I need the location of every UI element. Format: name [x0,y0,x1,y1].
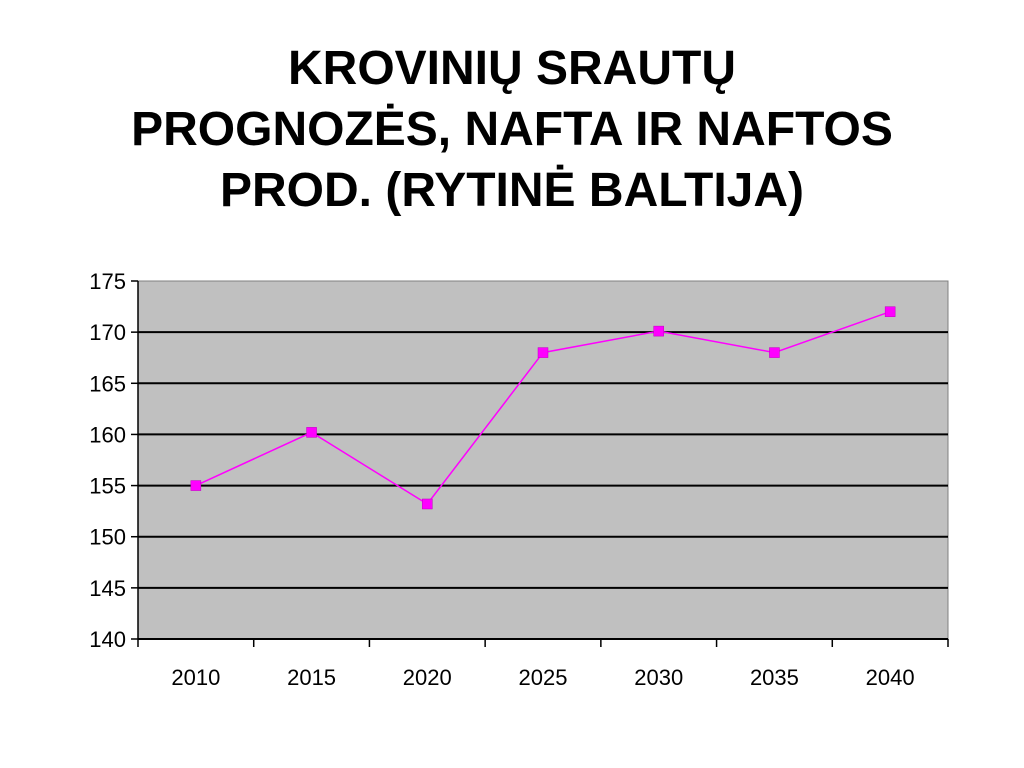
data-point-marker [306,427,317,438]
x-tick-label: 2015 [287,665,336,690]
x-tick-label: 2020 [403,665,452,690]
y-tick-label: 160 [89,422,126,447]
y-tick-label: 150 [89,525,126,550]
title-line-2: PROGNOZĖS, NAFTA IR NAFTOS [131,103,893,156]
y-tick-label: 175 [89,269,126,294]
data-point-marker [769,347,780,358]
title-line-3: PROD. (RYTINĖ BALTIJA) [220,164,804,217]
x-tick-label: 2040 [866,665,915,690]
y-tick-label: 140 [89,627,126,652]
y-tick-label: 170 [89,320,126,345]
title-line-1: KROVINIŲ SRAUTŲ [287,42,736,95]
data-point-marker [190,480,202,491]
x-tick-label: 2030 [634,665,683,690]
x-tick-label: 2025 [519,665,568,690]
x-tick-label: 2035 [750,665,799,690]
x-tick-label: 2010 [171,665,220,690]
slide-title: KROVINIŲ SRAUTŲ PROGNOZĖS, NAFTA IR NAFT… [20,38,1004,221]
data-point-marker [653,325,664,337]
data-point-marker [884,306,896,317]
data-point-marker [422,498,433,510]
y-tick-label: 155 [89,474,126,499]
data-point-marker [537,347,549,358]
y-tick-label: 165 [89,371,126,396]
y-tick-label: 145 [89,576,126,601]
plot-area [137,280,949,640]
